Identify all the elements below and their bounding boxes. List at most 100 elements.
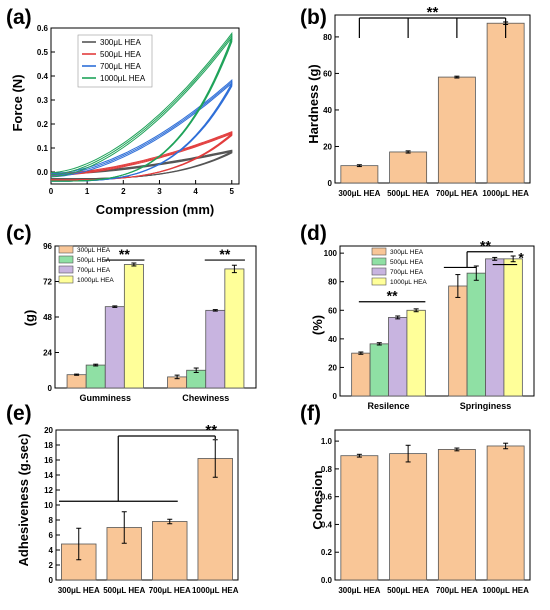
panel-d-legend-label-0: 300μL HEA bbox=[390, 249, 424, 256]
panel-e-ytick-label-8: 16 bbox=[44, 456, 53, 465]
panel-e-ytick-label-5: 10 bbox=[44, 501, 53, 510]
axis-title-d-y: (%) bbox=[310, 315, 325, 335]
panel-d-sig-label-1: ** bbox=[480, 238, 491, 254]
panel-e-xtick-label-0: 300μL HEA bbox=[58, 586, 100, 595]
panel-d-bar-0-1 bbox=[369, 343, 389, 397]
panel-c-legend-label-1: 500μL HEA bbox=[77, 257, 111, 264]
panel-d-ytick-label-3: 60 bbox=[328, 306, 337, 315]
panel-a-ytick-label-0: 0.0 bbox=[37, 168, 49, 177]
panel-e-ytick-label-9: 18 bbox=[44, 441, 53, 450]
panel-c-bar-0-3 bbox=[123, 264, 144, 389]
panel-a-curve-3-cycle-2 bbox=[50, 31, 233, 182]
panel-e-bar-2 bbox=[152, 521, 188, 581]
panel-b-xtick-label-0: 300μL HEA bbox=[338, 189, 380, 198]
panel-d-bar-0-0 bbox=[351, 352, 371, 397]
panel-c-bar-0-1 bbox=[85, 364, 106, 389]
panel-a-curve-2-cycle-2 bbox=[50, 78, 233, 182]
panel-b-ytick-label-4: 80 bbox=[323, 33, 332, 42]
panel-a-legend-label-1: 500μL HEA bbox=[100, 50, 141, 59]
axis-title-a-y: Force (N) bbox=[10, 74, 25, 131]
panel-a-xtick-label-2: 2 bbox=[121, 187, 126, 196]
panel-e-ytick-label-10: 20 bbox=[44, 426, 53, 435]
panel-e-bar-3 bbox=[197, 458, 233, 581]
panel-e-ytick-label-2: 4 bbox=[49, 546, 54, 555]
panel-c-legend-label-3: 1000μL HEA bbox=[77, 277, 114, 284]
panel-b-sig-label: ** bbox=[427, 4, 439, 21]
panel-f-xtick-label-0: 300μL HEA bbox=[338, 586, 380, 595]
panel-c-ytick-label-2: 48 bbox=[43, 313, 52, 322]
panel-b-ytick-label-3: 60 bbox=[323, 69, 332, 78]
panel-d-bar-0-2 bbox=[388, 317, 408, 397]
panel-e-ytick-label-6: 12 bbox=[44, 486, 53, 495]
panel-f-bar-3 bbox=[486, 445, 525, 581]
panel-d-legend-swatch-2 bbox=[371, 267, 387, 276]
panel-label-d: (d) bbox=[300, 222, 327, 245]
axis-title-f-y: Cohesion bbox=[310, 470, 325, 529]
panel-f-bar-1 bbox=[389, 453, 428, 581]
panel-f-ytick-label-3: 0.6 bbox=[321, 493, 333, 502]
panel-c-legend-swatch-0 bbox=[58, 245, 74, 254]
panel-f-frame bbox=[334, 429, 531, 581]
panel-d-ytick-label-0: 0 bbox=[333, 392, 338, 401]
panel-d-bar-1-3 bbox=[503, 258, 523, 397]
panel-d-legend-swatch-3 bbox=[371, 277, 387, 286]
panel-b-ytick-label-0: 0 bbox=[328, 179, 333, 188]
panel-f-xtick-label-3: 1000μL HEA bbox=[482, 586, 529, 595]
panel-d-ytick-label-2: 40 bbox=[328, 335, 337, 344]
panel-f-ytick-label-5: 1.0 bbox=[321, 437, 333, 446]
panel-b-frame bbox=[334, 14, 531, 184]
panel-b-bar-2 bbox=[437, 76, 476, 184]
panel-label-f: (f) bbox=[300, 402, 321, 425]
panel-c-bar-0-0 bbox=[66, 374, 87, 389]
panel-f-ytick-label-2: 0.4 bbox=[321, 520, 333, 529]
panel-d-legend-label-2: 700μL HEA bbox=[390, 269, 424, 276]
panel-f-bar-0 bbox=[340, 455, 379, 581]
panel-f-ytick-label-1: 0.2 bbox=[321, 548, 333, 557]
panel-d-bar-1-1 bbox=[466, 272, 486, 397]
panel-d-legend-swatch-1 bbox=[371, 257, 387, 266]
panel-d-bar-0-3 bbox=[406, 309, 426, 397]
panel-a-legend-label-3: 1000μL HEA bbox=[100, 74, 146, 83]
axis-title-a-x: Compression (mm) bbox=[96, 202, 214, 217]
panel-e-ytick-label-1: 2 bbox=[49, 561, 54, 570]
axis-title-b-y: Hardness (g) bbox=[306, 64, 321, 143]
panel-e-sig-label: ** bbox=[205, 422, 217, 439]
panel-d-bar-1-0 bbox=[448, 285, 468, 397]
panel-b-bar-1 bbox=[389, 151, 428, 184]
panel-a-ytick-label-6: 0.6 bbox=[37, 24, 49, 33]
panel-c-legend-swatch-3 bbox=[58, 275, 74, 284]
panel-a-ytick-label-4: 0.4 bbox=[37, 72, 49, 81]
panel-a-legend-label-2: 700μL HEA bbox=[100, 62, 141, 71]
panel-d-legend-swatch-0 bbox=[371, 247, 387, 256]
panel-c-bar-1-2 bbox=[205, 309, 226, 389]
panel-c-bar-0-2 bbox=[104, 306, 125, 389]
panel-a-ytick-label-1: 0.1 bbox=[37, 144, 49, 153]
panel-d-ytick-label-1: 20 bbox=[328, 363, 337, 372]
panel-d-xtick-label-1: Springiness bbox=[460, 401, 512, 411]
panel-f-bar-2 bbox=[437, 449, 476, 581]
panel-f-ytick-label-4: 0.8 bbox=[321, 465, 333, 474]
panel-label-c: (c) bbox=[6, 222, 32, 245]
axis-title-e-y: Adhesiveness (g.sec) bbox=[16, 434, 31, 567]
panel-d-legend-label-3: 1000μL HEA bbox=[390, 279, 427, 286]
panel-b-ytick-label-1: 20 bbox=[323, 142, 332, 151]
panel-b-xtick-label-1: 500μL HEA bbox=[387, 189, 429, 198]
panel-d-bar-1-2 bbox=[485, 258, 505, 397]
panel-f-xtick-label-2: 700μL HEA bbox=[436, 586, 478, 595]
panel-label-b: (b) bbox=[300, 6, 327, 29]
panel-b-bar-3 bbox=[486, 22, 525, 184]
panel-b-xtick-label-2: 700μL HEA bbox=[436, 189, 478, 198]
panel-c-bar-1-3 bbox=[224, 268, 245, 389]
panel-e-xtick-label-1: 500μL HEA bbox=[103, 586, 145, 595]
panel-c-legend-swatch-2 bbox=[58, 265, 74, 274]
panel-d-ytick-label-5: 100 bbox=[324, 249, 338, 258]
panel-b-ytick-label-2: 40 bbox=[323, 106, 332, 115]
panel-a-xtick-label-3: 3 bbox=[157, 187, 162, 196]
panel-label-a: (a) bbox=[6, 6, 32, 29]
panel-d-ytick-label-4: 80 bbox=[328, 278, 337, 287]
axis-title-c-y: (g) bbox=[22, 310, 37, 327]
panel-e-ytick-label-3: 6 bbox=[49, 531, 54, 540]
panel-f-ytick-label-0: 0.0 bbox=[321, 576, 333, 585]
